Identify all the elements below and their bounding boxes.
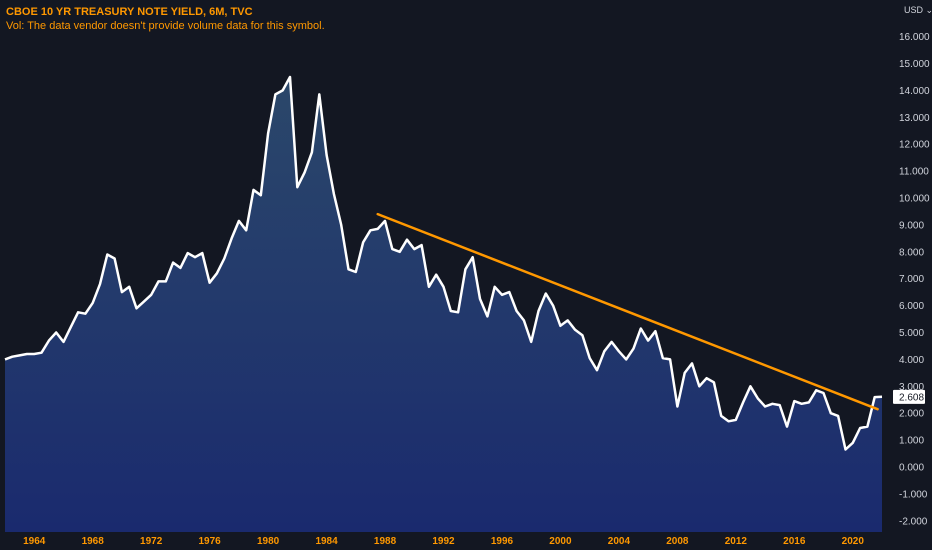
y-tick-label: 11.000 (899, 167, 929, 178)
y-tick-label: 5.000 (899, 328, 924, 339)
y-tick-label: 3.000 (899, 382, 924, 393)
x-tick-label: 1988 (374, 536, 397, 547)
y-tick-label: -1.000 (899, 489, 928, 500)
volume-note: Vol: The data vendor doesn't provide vol… (6, 20, 325, 32)
x-tick-label: 1996 (491, 536, 514, 547)
y-tick-label: 0.000 (899, 463, 924, 474)
x-tick-label: 1984 (315, 536, 338, 547)
yield-series-line (4, 75, 883, 451)
x-tick-label: 1972 (140, 536, 163, 547)
x-tick-label: 2008 (666, 536, 689, 547)
y-tick-label: 9.000 (899, 220, 924, 231)
x-tick-label: 1992 (432, 536, 455, 547)
y-tick-label: 14.000 (899, 86, 930, 97)
y-tick-label: -2.000 (899, 516, 928, 527)
y-tick-label: 1.000 (899, 436, 924, 447)
y-tick-label: 12.000 (899, 140, 930, 151)
y-tick-label: 15.000 (899, 59, 930, 70)
last-price-label: 2.608 (899, 392, 924, 403)
y-tick-label: 2.000 (899, 409, 924, 420)
x-tick-label: 1968 (82, 536, 105, 547)
x-tick-label: 2000 (549, 536, 572, 547)
y-tick-label: 4.000 (899, 355, 924, 366)
downtrend-line (376, 212, 879, 411)
y-tick-label: 10.000 (899, 194, 930, 205)
chart-title: CBOE 10 YR TREASURY NOTE YIELD, 6M, TVC (6, 6, 253, 18)
x-tick-label: 2012 (725, 536, 748, 547)
y-tick-label: 13.000 (899, 113, 930, 124)
x-tick-label: 2004 (608, 536, 631, 547)
currency-label: USD ⌄ (904, 5, 932, 15)
x-tick-label: 1980 (257, 536, 280, 547)
x-tick-label: 1964 (23, 536, 46, 547)
x-tick-label: 2020 (842, 536, 865, 547)
x-tick-label: 2016 (783, 536, 806, 547)
last-price-badge (893, 389, 925, 404)
yield-area-fill (5, 77, 882, 532)
y-tick-label: 6.000 (899, 301, 924, 312)
y-tick-label: 16.000 (899, 32, 930, 43)
x-tick-label: 1976 (199, 536, 222, 547)
y-tick-label: 8.000 (899, 247, 924, 258)
y-tick-label: 7.000 (899, 274, 924, 285)
